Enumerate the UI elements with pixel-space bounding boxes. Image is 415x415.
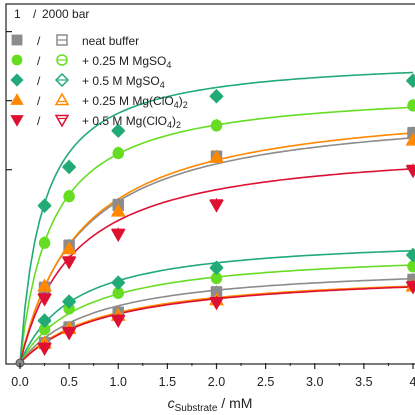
x-tick-label: 1.5 xyxy=(159,375,176,389)
legend-marker-2000bar xyxy=(56,54,68,66)
marker-2000bar xyxy=(38,237,51,249)
legend-label-subscript: 4 xyxy=(166,60,171,70)
legend-header-1bar: 1 xyxy=(14,7,21,21)
legend-marker-1bar xyxy=(10,73,24,87)
legend-label-main: + 0.5 M MgSO xyxy=(82,74,160,88)
legend-separator: / xyxy=(37,54,41,68)
marker-2000bar xyxy=(111,123,126,139)
marker-2000bar xyxy=(112,147,124,160)
marker-2000bar xyxy=(209,150,224,163)
x-tick-label: 0.5 xyxy=(60,375,77,389)
x-tick-label: 3.5 xyxy=(355,375,372,389)
legend-label: neat buffer xyxy=(82,34,139,48)
fit-curve-1bar xyxy=(19,71,414,364)
legend: 1/2000 bar/neat buffer/+ 0.25 M MgSO4/+ … xyxy=(10,7,188,130)
legend-separator: / xyxy=(37,114,41,128)
x-axis-title-main: c xyxy=(168,395,175,411)
x-tick-label: 4 xyxy=(410,375,415,389)
legend-label-subscript: 4 xyxy=(174,100,179,110)
data-markers xyxy=(15,73,415,368)
marker-2000bar xyxy=(37,198,52,213)
legend-separator: / xyxy=(37,74,41,88)
legend-label: + 0.5 M Mg(ClO4)2 xyxy=(82,114,181,130)
marker-2000bar xyxy=(209,297,224,311)
legend-label-main: + 0.5 M Mg(ClO xyxy=(82,114,167,128)
marker-2000bar xyxy=(209,199,224,213)
x-axis-title-unit: / mM xyxy=(217,395,252,411)
x-axis-title: cSubstrate / mM xyxy=(168,395,253,414)
marker-2000bar xyxy=(210,120,223,132)
x-axis-title-sub: Substrate xyxy=(175,403,218,414)
marker-2000bar xyxy=(110,229,126,243)
plot-frame xyxy=(5,3,415,365)
marker-2000bar xyxy=(61,327,77,341)
x-tick-label: 0.0 xyxy=(11,375,28,389)
legend-label: + 0.25 M MgSO4 xyxy=(82,54,171,70)
legend-label-main: + 0.25 M MgSO xyxy=(82,54,166,68)
fit-curve-1bar xyxy=(19,137,414,364)
legend-label: + 0.25 M Mg(ClO4)2 xyxy=(82,94,188,110)
marker-2000bar xyxy=(405,165,415,179)
legend-label-subscript: 4 xyxy=(160,80,165,90)
legend-label: + 0.5 M MgSO4 xyxy=(82,74,165,90)
marker-2000bar xyxy=(209,260,224,276)
legend-separator: / xyxy=(37,34,41,48)
legend-label-suffix: ) xyxy=(172,114,176,128)
marker-2000bar xyxy=(61,241,77,255)
marker-2000bar xyxy=(405,281,415,295)
x-axis-ticks: 0.0 0.5 1.0 1.5 2.0 2.5 3.0 3.5 4 xyxy=(6,31,415,389)
legend-marker-1bar xyxy=(10,93,24,105)
marker-2000bar xyxy=(61,256,77,270)
marker-2000bar xyxy=(405,73,415,89)
x-tick-label: 2.0 xyxy=(208,375,225,389)
legend-marker-2000bar xyxy=(56,34,68,46)
marker-2000bar xyxy=(110,315,126,329)
marker-2000bar xyxy=(405,248,415,263)
x-tick-label: 3.0 xyxy=(306,375,323,389)
legend-marker-2000bar xyxy=(54,114,70,128)
legend-label-suffix: ) xyxy=(179,94,183,108)
marker-2000bar xyxy=(37,343,52,356)
x-tick-label: 2.5 xyxy=(257,375,274,389)
fit-curve-1bar xyxy=(19,168,414,364)
legend-label-subscript: 4 xyxy=(167,120,172,130)
legend-marker-2000bar xyxy=(54,72,70,88)
legend-label-main: + 0.25 M Mg(ClO xyxy=(82,94,174,108)
x-tick-label: 1.0 xyxy=(110,375,127,389)
legend-label-suffix-subscript: 2 xyxy=(176,120,181,130)
legend-marker-2000bar xyxy=(54,92,70,106)
marker-2000bar xyxy=(405,132,415,146)
legend-marker-1bar xyxy=(11,34,23,46)
legend-header-2000bar: 2000 bar xyxy=(42,7,89,21)
legend-header-separator: / xyxy=(33,7,37,21)
legend-label-suffix-subscript: 2 xyxy=(183,100,188,110)
legend-separator: / xyxy=(37,94,41,108)
marker-2000bar xyxy=(62,160,77,175)
marker-2000bar xyxy=(37,278,52,292)
marker-2000bar xyxy=(37,313,52,328)
marker-2000bar xyxy=(37,293,52,307)
legend-label-main: neat buffer xyxy=(82,34,139,48)
marker-2000bar xyxy=(111,275,126,290)
marker-2000bar xyxy=(407,100,415,112)
marker-2000bar xyxy=(62,294,77,309)
marker-2000bar xyxy=(63,190,75,203)
marker-2000bar xyxy=(209,89,224,104)
legend-marker-1bar xyxy=(10,115,24,127)
marker-2000bar xyxy=(110,203,126,217)
legend-marker-1bar xyxy=(11,54,23,66)
fit-curves xyxy=(19,71,414,364)
